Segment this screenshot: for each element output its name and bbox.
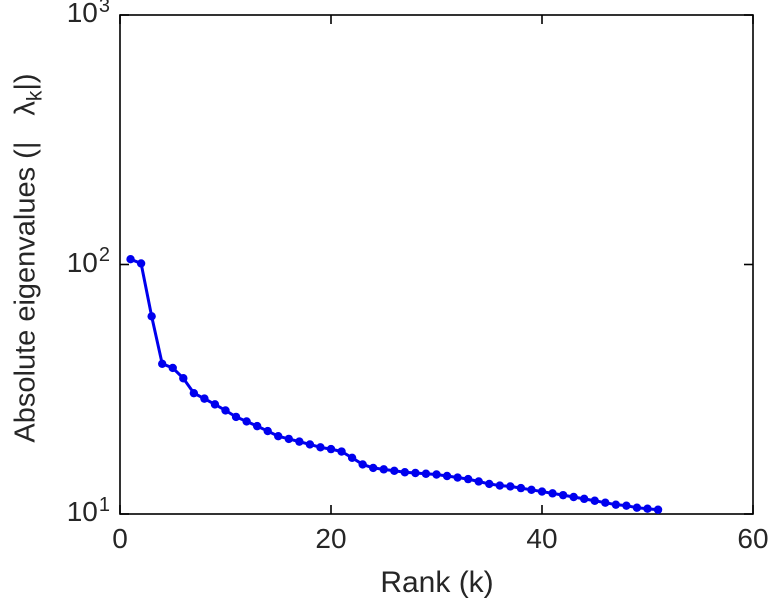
- series-marker: [126, 255, 135, 264]
- series-marker: [643, 504, 652, 513]
- series-marker: [432, 470, 441, 479]
- series-marker: [200, 394, 209, 403]
- series-marker: [632, 503, 642, 512]
- series-marker: [242, 417, 251, 426]
- series-marker: [527, 485, 536, 495]
- series-marker: [210, 400, 220, 409]
- series-marker: [189, 388, 199, 398]
- series-marker: [590, 496, 599, 505]
- series-marker: [485, 479, 494, 489]
- series-marker: [136, 259, 146, 268]
- series-marker: [442, 471, 452, 481]
- y-axis-label-suffix: |): [9, 73, 42, 91]
- series-marker: [158, 359, 167, 368]
- series-marker: [390, 466, 399, 475]
- x-tick-label: 40: [526, 523, 558, 554]
- series-marker: [495, 481, 504, 490]
- series-marker: [284, 434, 293, 444]
- series-marker: [601, 498, 610, 507]
- series-marker: [168, 363, 177, 373]
- series-marker: [379, 465, 388, 474]
- series-marker: [400, 468, 410, 477]
- y-tick-label: 102: [66, 244, 110, 278]
- series-marker: [263, 426, 272, 436]
- series-marker: [316, 443, 325, 452]
- series-marker: [453, 473, 462, 482]
- series-marker: [305, 440, 315, 449]
- series-marker: [369, 463, 378, 473]
- series-marker: [411, 468, 420, 478]
- series-marker: [274, 432, 283, 441]
- series-marker: [516, 483, 526, 493]
- series-marker: [463, 474, 473, 484]
- axes-box: [119, 14, 754, 515]
- y-tick-label: 101: [66, 493, 110, 527]
- series-marker: [653, 505, 663, 514]
- y-axis-label-prefix: Absolute eigenvalues (|: [9, 141, 42, 443]
- series-marker: [558, 490, 568, 500]
- series-marker: [221, 406, 230, 415]
- series-marker: [358, 460, 367, 469]
- lambda-subscript: k: [23, 90, 47, 102]
- series-marker: [179, 374, 188, 383]
- series-marker: [569, 492, 578, 502]
- series-marker: [506, 482, 515, 491]
- x-tick-label: 60: [737, 523, 769, 554]
- series-marker: [622, 501, 631, 510]
- series-marker: [337, 447, 346, 456]
- x-tick-label: 0: [112, 523, 128, 554]
- series-marker: [537, 487, 547, 496]
- series-marker: [147, 312, 156, 321]
- series-marker: [548, 489, 557, 498]
- series-marker: [326, 444, 336, 454]
- y-axis-label: Absolute eigenvalues (| λk|): [9, 73, 47, 443]
- lambda-symbol: λ: [9, 101, 42, 116]
- series-marker: [295, 437, 304, 446]
- series-marker: [252, 421, 262, 431]
- y-tick-label: 103: [66, 0, 110, 28]
- series-marker: [580, 494, 589, 504]
- series-marker: [611, 500, 621, 509]
- series-marker: [421, 469, 431, 478]
- x-axis-label: Rank (k): [380, 566, 494, 599]
- series-marker: [231, 412, 241, 422]
- series-marker: [474, 477, 483, 486]
- series-marker: [347, 453, 357, 462]
- x-tick-label: 20: [315, 523, 347, 554]
